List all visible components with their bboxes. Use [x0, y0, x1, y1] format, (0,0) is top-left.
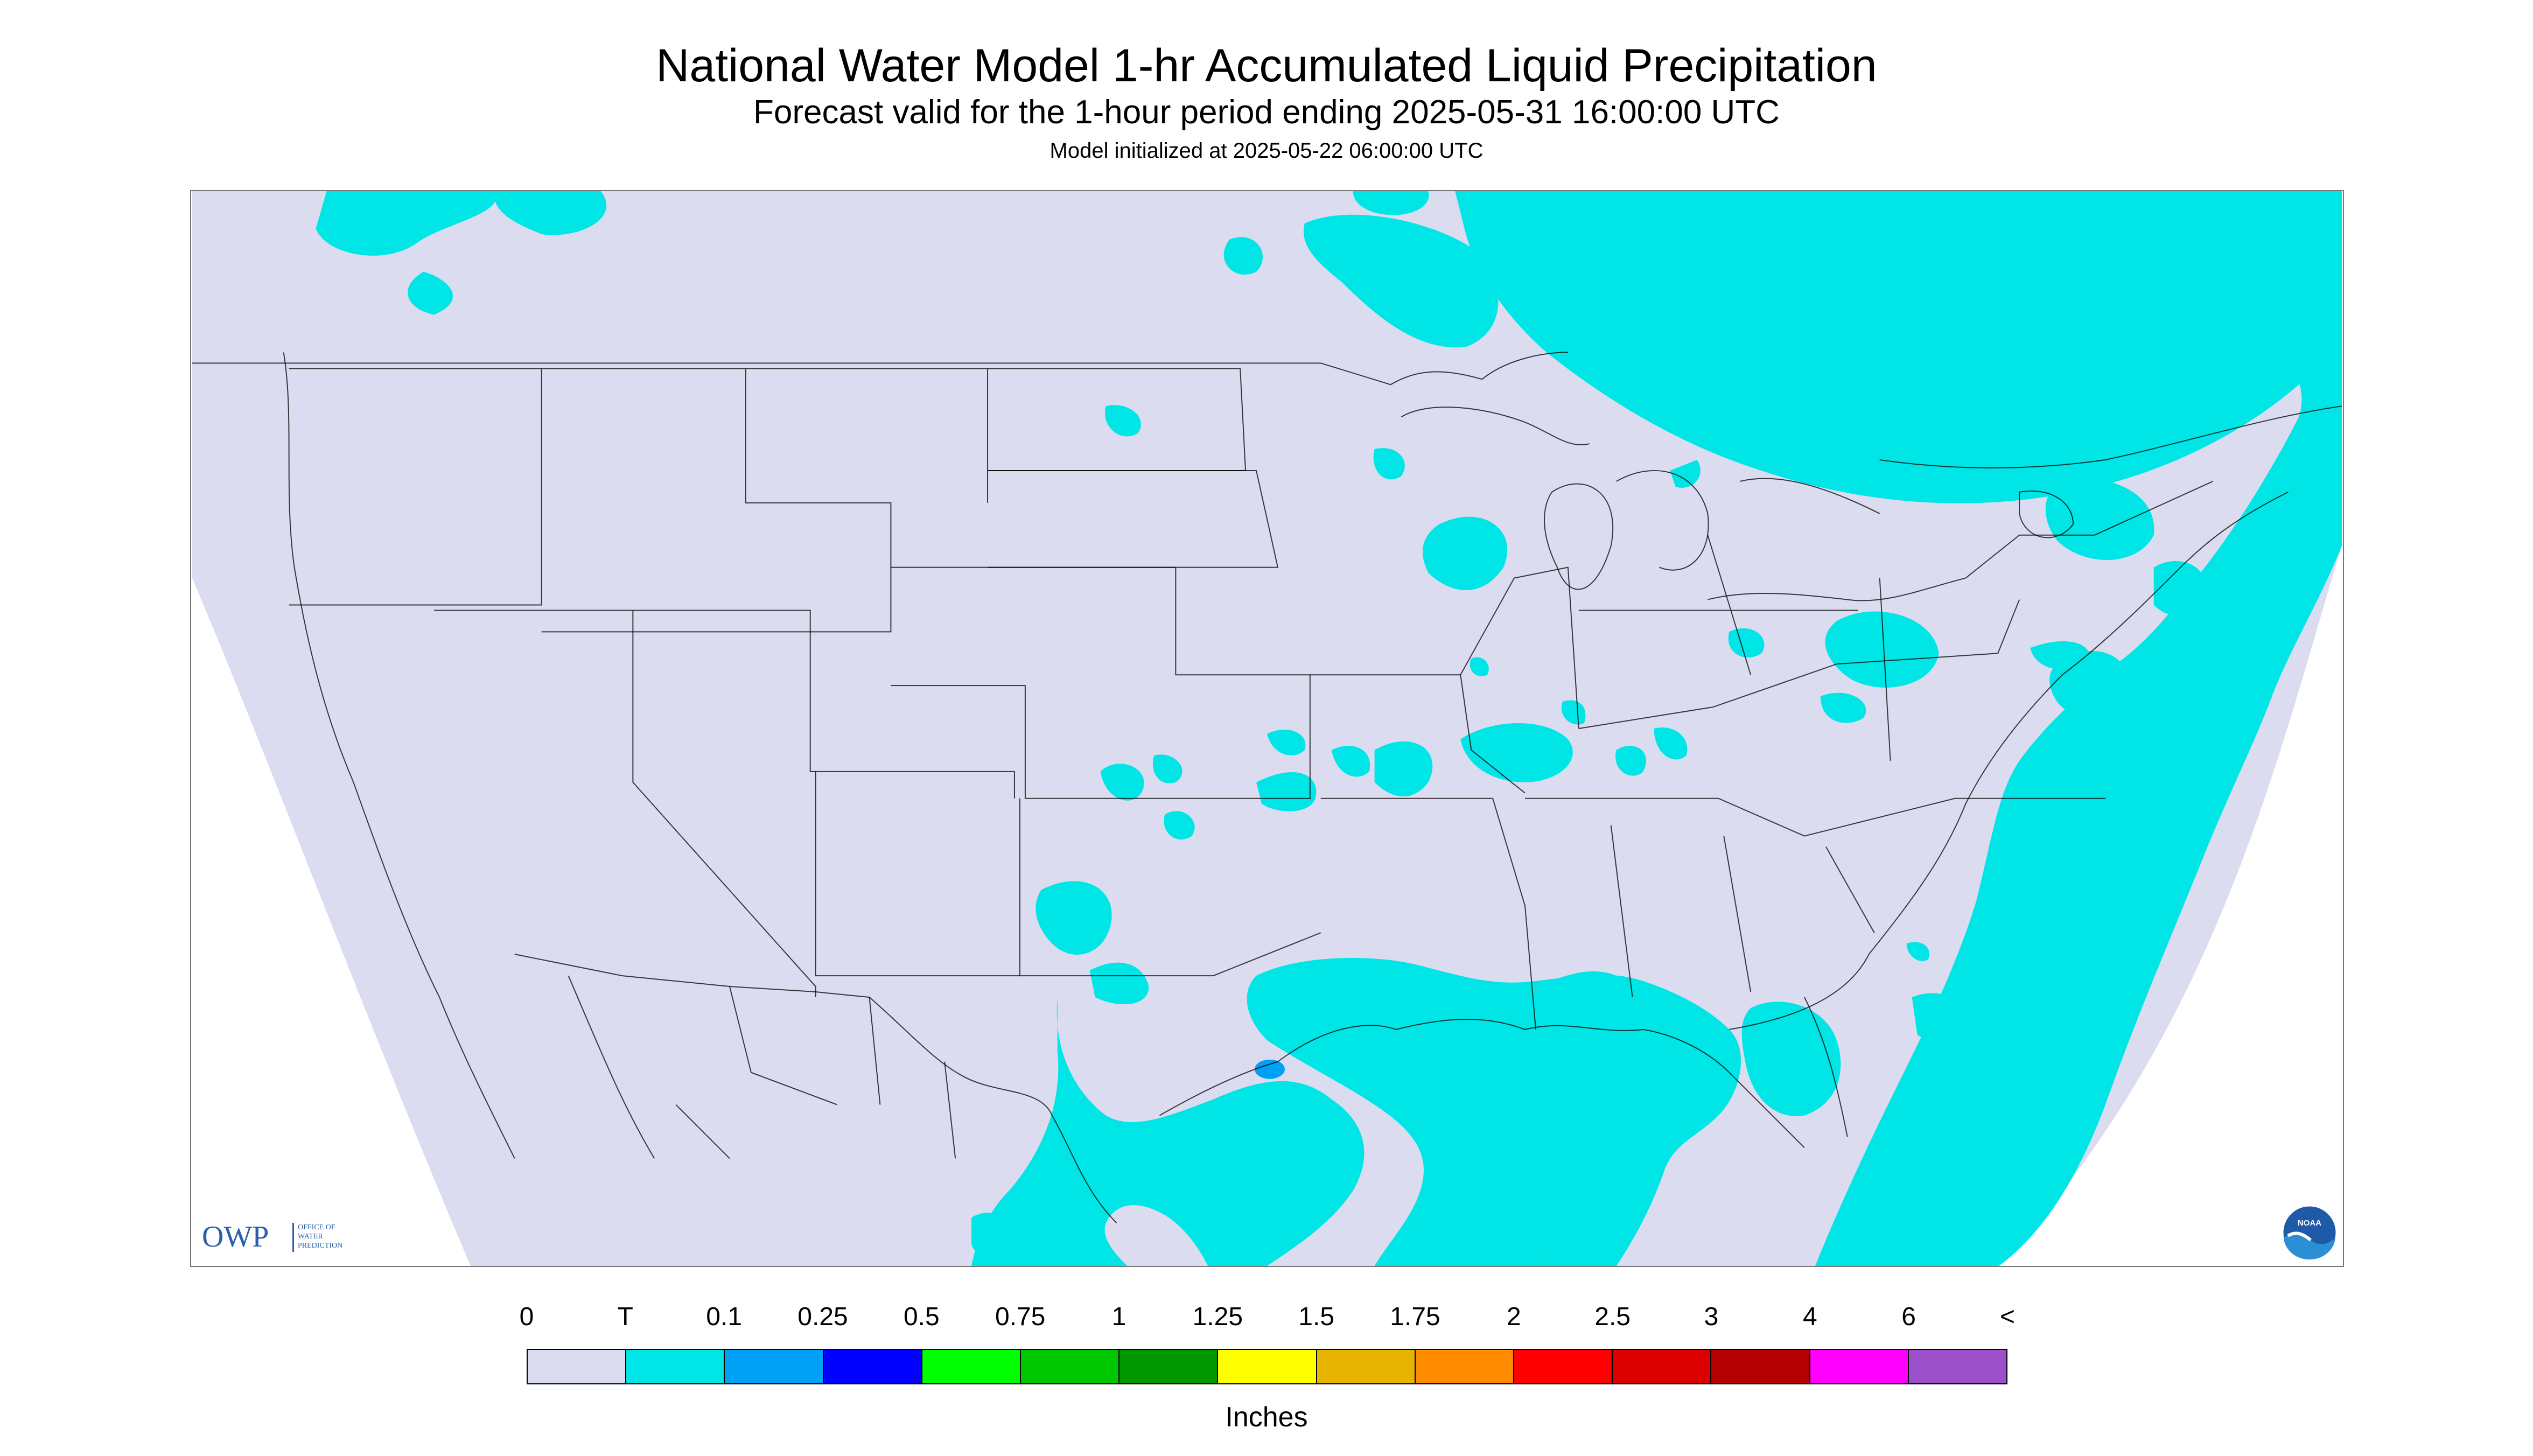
legend-tick-label: 1: [1111, 1303, 1126, 1331]
legend-swatch: [922, 1350, 1021, 1383]
legend-tick-label: 2.5: [1594, 1303, 1631, 1331]
legend-swatch: [1810, 1350, 1909, 1383]
legend-swatch: [1514, 1350, 1613, 1383]
legend-tick-label: 1.5: [1298, 1303, 1335, 1331]
legend-tick-label: 1.25: [1192, 1303, 1243, 1331]
legend-units-label: Inches: [1225, 1402, 1308, 1433]
precipitation-map: OWP OFFICE OF WATER PREDICTION NOAA: [190, 190, 2344, 1267]
legend-tick-label: 0.1: [706, 1303, 743, 1331]
legend-swatch: [528, 1350, 627, 1383]
legend-swatch: [626, 1350, 725, 1383]
map-subtitle: Forecast valid for the 1-hour period end…: [753, 94, 1780, 131]
legend-tick-labels: 0 T 0.1 0.25 0.5 0.75 1 1.25 1.5 1.75 2 2.5 3 4 6 <: [0, 1301, 2533, 1339]
noaa-logo-text: NOAA: [2297, 1219, 2322, 1228]
legend-tick-label: 2: [1506, 1303, 1521, 1331]
legend-swatch: [1119, 1350, 1219, 1383]
noaa-logo: NOAA: [2282, 1205, 2338, 1261]
legend-tick-label: 0: [519, 1303, 534, 1331]
trace-precip-areas: [316, 191, 2342, 1266]
legend-tick-label: T: [617, 1303, 633, 1331]
precip-0.1-area: [1255, 1059, 1285, 1079]
map-title: National Water Model 1-hr Accumulated Li…: [656, 40, 1877, 92]
noaa-emblem-icon: [2282, 1205, 2338, 1261]
legend-swatch: [1317, 1350, 1416, 1383]
legend-tick-label: 0.5: [903, 1303, 940, 1331]
map-canvas: [192, 191, 2342, 1266]
legend-tick-label: 4: [1802, 1303, 1817, 1331]
legend-swatch: [1613, 1350, 1712, 1383]
legend-tick-label: 1.75: [1390, 1303, 1440, 1331]
boundary-lines: [192, 352, 2342, 1223]
legend-tick-label: 0.25: [797, 1303, 848, 1331]
legend-tick-label: <: [1999, 1303, 2016, 1331]
legend-swatch: [725, 1350, 824, 1383]
legend-swatch: [823, 1350, 922, 1383]
model-init-text: Model initialized at 2025-05-22 06:00:00…: [1049, 139, 1484, 163]
owp-logo-letters: OWP: [202, 1220, 269, 1254]
legend-tick-label: 6: [1901, 1303, 1916, 1331]
legend-tick-label: 3: [1704, 1303, 1719, 1331]
owp-logo-divider: [292, 1223, 294, 1252]
owp-logo: OWP OFFICE OF WATER PREDICTION: [202, 1219, 374, 1256]
legend-swatch: [1218, 1350, 1317, 1383]
owp-logo-subtitle: OFFICE OF WATER PREDICTION: [298, 1223, 343, 1250]
legend-swatch: [1415, 1350, 1515, 1383]
color-legend-bar: [527, 1349, 2007, 1384]
legend-swatch: [1908, 1350, 2007, 1383]
legend-tick-label: 0.75: [995, 1303, 1046, 1331]
legend-swatch: [1711, 1350, 1810, 1383]
legend-swatch: [1021, 1350, 1120, 1383]
